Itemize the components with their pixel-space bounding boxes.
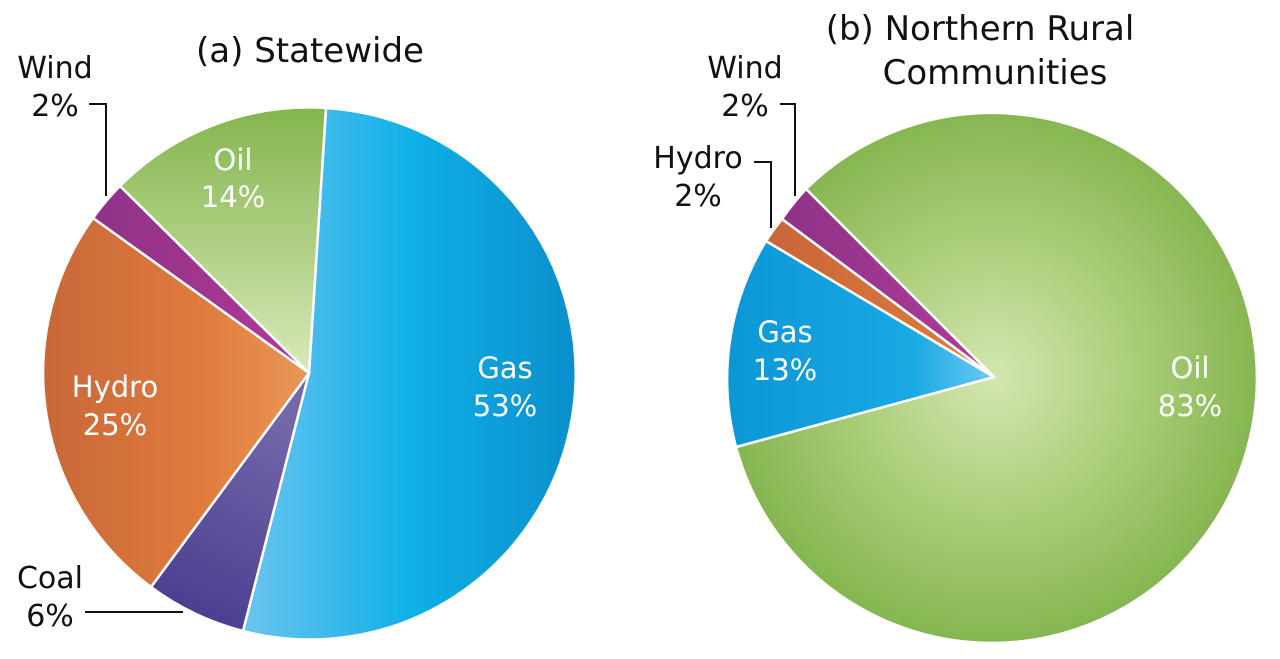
label-oil-pct-northern: 83% [1158, 389, 1222, 423]
callout-wind-name-statewide: Wind [17, 51, 92, 86]
callout-coal-name-statewide: Coal [17, 561, 83, 596]
pie-statewide-title: (a) Statewide [196, 31, 424, 71]
pie-northern-rural: (b) Northern Rural Communities Oil 83% G… [653, 9, 1259, 645]
callout-coal-pct-statewide: 6% [26, 599, 74, 634]
label-gas-pct-northern: 13% [753, 353, 817, 387]
wedge-wind-northern[interactable] [780, 187, 996, 379]
callout-wind-name-northern: Wind [707, 51, 782, 86]
callout-hydro-name-northern: Hydro [653, 141, 742, 176]
wedge-oil-statewide[interactable] [118, 106, 328, 375]
label-gas-name-statewide: Gas [477, 351, 532, 385]
wedge-gas-statewide[interactable] [241, 106, 577, 641]
leader-line-wind-northern [780, 103, 796, 196]
callout-wind-pct-statewide: 2% [31, 89, 79, 124]
callout-hydro-pct-northern: 2% [674, 179, 722, 214]
label-oil-pct-statewide: 14% [201, 180, 265, 214]
pie-statewide: (a) Statewide Gas 53% Hydro 25% Oil 14% … [17, 31, 577, 641]
pie-northern-title-line2: Communities [883, 53, 1108, 93]
wedge-gas-northern[interactable] [725, 239, 996, 449]
label-hydro-pct-statewide: 25% [83, 408, 147, 442]
label-gas-name-northern: Gas [757, 315, 812, 349]
leader-line-hydro-northern [754, 161, 772, 228]
wedge-hydro-statewide[interactable] [41, 216, 311, 589]
pie-northern-title-line1: (b) Northern Rural [826, 9, 1135, 49]
label-oil-name-statewide: Oil [214, 143, 253, 177]
label-hydro-name-statewide: Hydro [72, 370, 158, 404]
label-oil-name-northern: Oil [1171, 351, 1210, 385]
callout-wind-pct-northern: 2% [721, 89, 769, 124]
wedge-oil-northern[interactable] [734, 111, 1259, 645]
label-gas-pct-statewide: 53% [473, 389, 537, 423]
leader-line-wind-statewide [89, 103, 107, 196]
